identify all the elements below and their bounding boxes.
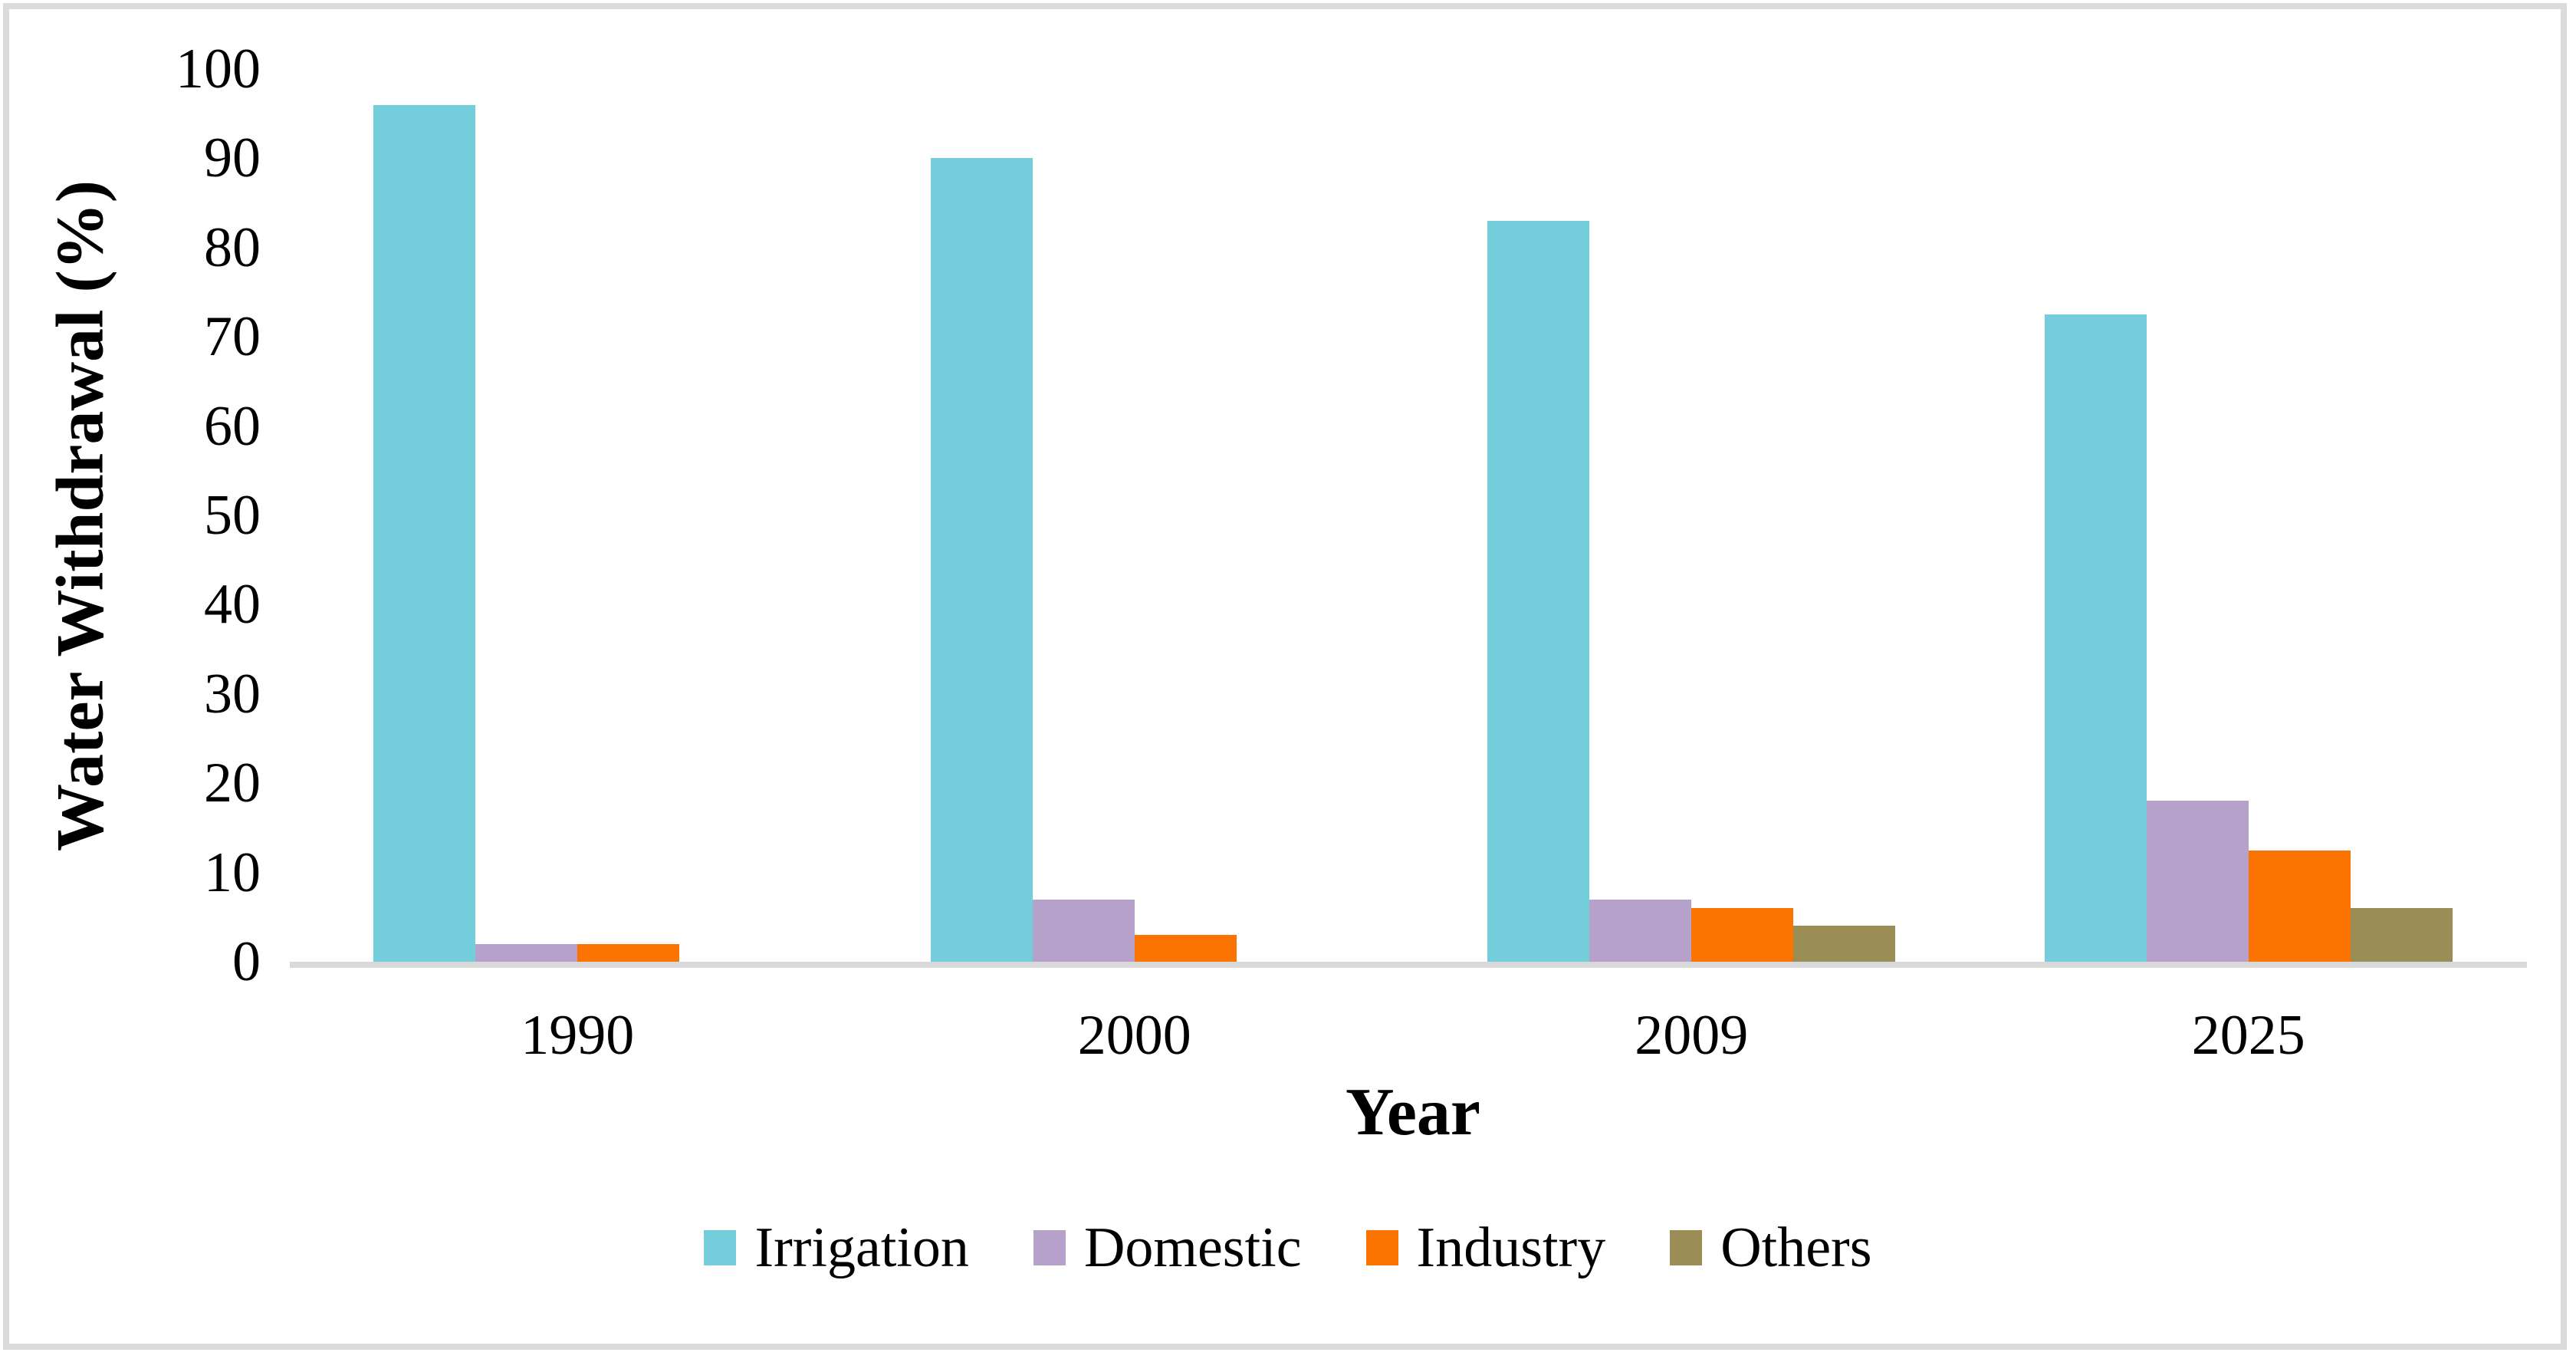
bar-irrigation-2000 <box>930 158 1033 962</box>
bar-domestic-1990 <box>475 943 578 962</box>
bar-domestic-2009 <box>1589 899 1692 962</box>
y-axis-tick-label: 100 <box>176 38 261 100</box>
x-axis-label: 2009 <box>1635 1004 1749 1067</box>
bar-domestic-2000 <box>1032 899 1135 962</box>
legend-swatch-domestic <box>1033 1230 1066 1265</box>
y-axis-tick-label: 40 <box>204 573 261 637</box>
legend-label: Domestic <box>1083 1216 1302 1279</box>
legend-swatch-industry <box>1365 1230 1398 1265</box>
x-axis-label: 2025 <box>2191 1004 2305 1067</box>
y-axis-tick-label: 80 <box>204 216 261 279</box>
y-axis-tick-label: 90 <box>204 127 261 190</box>
legend-label: Others <box>1720 1216 1872 1279</box>
legend-item-irrigation: Irrigation <box>704 1206 969 1290</box>
y-axis-tick-label: 0 <box>232 930 261 993</box>
bar-industry-1990 <box>577 943 680 962</box>
bar-industry-2025 <box>2248 850 2351 962</box>
legend-label: Irrigation <box>754 1216 969 1279</box>
x-axis-labels: 1990 2000 2009 2025 <box>299 993 2527 1078</box>
y-axis-tick-label: 20 <box>204 752 261 815</box>
bar-industry-2009 <box>1691 908 1794 962</box>
legend: Irrigation Domestic Industry Others <box>0 1206 2576 1290</box>
y-axis-tick-label: 30 <box>204 662 261 726</box>
y-axis-tick-label: 70 <box>204 305 261 369</box>
y-axis-tick-label: 10 <box>204 841 261 904</box>
bar-others-2025 <box>2350 908 2453 962</box>
legend-item-industry: Industry <box>1365 1206 1606 1290</box>
bar-industry-2000 <box>1134 935 1237 962</box>
legend-swatch-irrigation <box>704 1230 737 1265</box>
bar-domestic-2025 <box>2146 801 2249 962</box>
legend-label: Industry <box>1416 1216 1606 1279</box>
y-axis-tick-label: 60 <box>204 394 261 458</box>
x-axis-title: Year <box>1346 1075 1480 1150</box>
x-axis-label: 2000 <box>1077 1004 1191 1067</box>
plot-area <box>299 69 2527 962</box>
bar-irrigation-2025 <box>2044 314 2147 962</box>
legend-swatch-others <box>1670 1230 1703 1265</box>
bar-irrigation-1990 <box>373 104 476 962</box>
y-axis-tick-label: 50 <box>204 484 261 547</box>
legend-item-domestic: Domestic <box>1033 1206 1302 1290</box>
x-axis-line <box>290 962 2527 968</box>
bar-others-2009 <box>1793 926 1896 962</box>
x-axis-label: 1990 <box>521 1004 635 1067</box>
bar-irrigation-2009 <box>1487 220 1590 962</box>
legend-item-others: Others <box>1670 1206 1872 1290</box>
